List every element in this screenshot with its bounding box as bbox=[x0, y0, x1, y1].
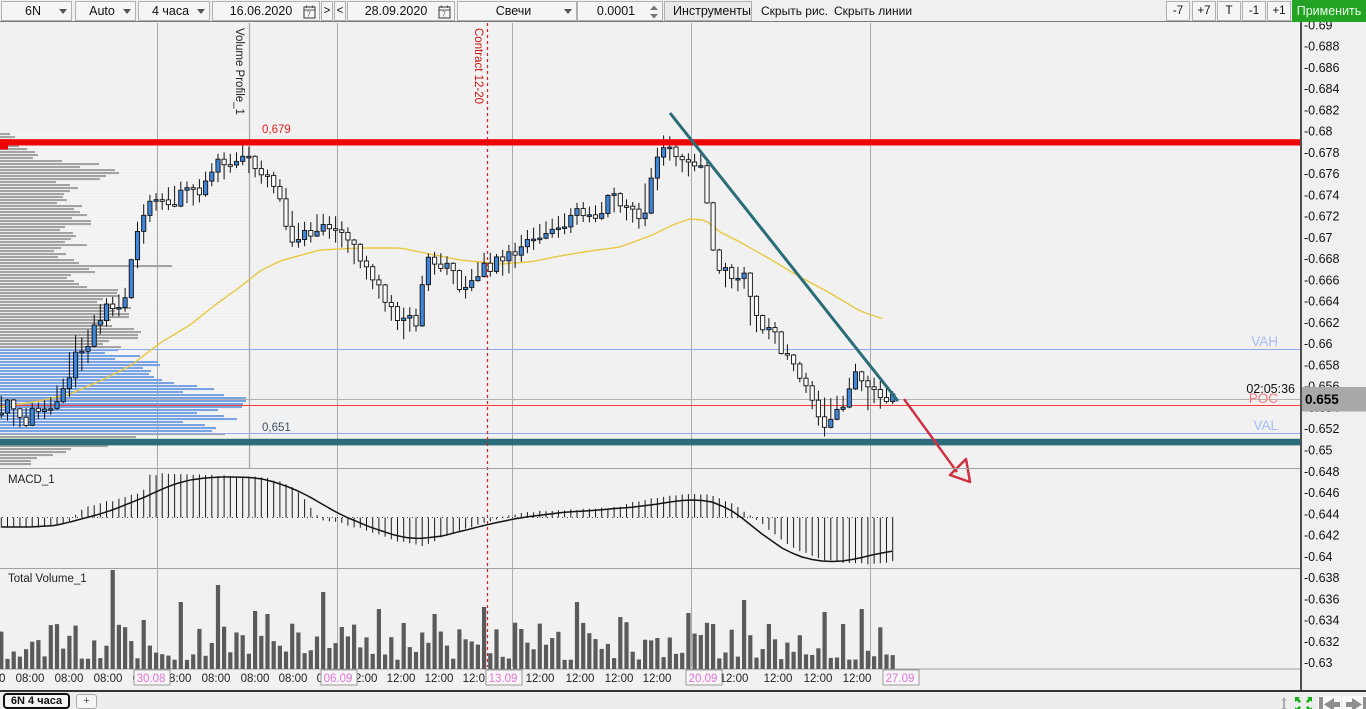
svg-text:08:00: 08:00 bbox=[0, 673, 5, 685]
svg-text:-0.69: -0.69 bbox=[1304, 22, 1333, 32]
svg-text:VAL: VAL bbox=[1253, 418, 1278, 433]
svg-text:POC: POC bbox=[1249, 391, 1279, 406]
svg-text:-0.678: -0.678 bbox=[1304, 146, 1339, 160]
svg-text:08:00: 08:00 bbox=[279, 673, 308, 685]
svg-text:-0.648: -0.648 bbox=[1304, 465, 1339, 479]
svg-text:-0.63: -0.63 bbox=[1304, 656, 1333, 670]
svg-text:-0.666: -0.666 bbox=[1304, 273, 1339, 287]
svg-text:12:00: 12:00 bbox=[463, 673, 492, 685]
svg-text:-0.632: -0.632 bbox=[1304, 635, 1339, 649]
svg-text:7: 7 bbox=[442, 12, 446, 19]
svg-text:08:00: 08:00 bbox=[94, 673, 123, 685]
svg-text:12:00: 12:00 bbox=[526, 673, 555, 685]
svg-text:12:00: 12:00 bbox=[720, 673, 749, 685]
svg-text:12:00: 12:00 bbox=[804, 673, 833, 685]
svg-text:-0.652: -0.652 bbox=[1304, 422, 1339, 436]
svg-text:12:00: 12:00 bbox=[566, 673, 595, 685]
svg-text:12:00: 12:00 bbox=[387, 673, 416, 685]
svg-text:Volume Profile_1: Volume Profile_1 bbox=[233, 28, 245, 115]
svg-text:VAH: VAH bbox=[1251, 334, 1278, 349]
svg-text:-0.672: -0.672 bbox=[1304, 210, 1339, 224]
svg-text:-0.676: -0.676 bbox=[1304, 167, 1339, 181]
svg-text:30.08: 30.08 bbox=[137, 673, 166, 685]
svg-text:27.09: 27.09 bbox=[886, 673, 915, 685]
svg-text:-0.658: -0.658 bbox=[1304, 359, 1339, 373]
svg-text:-0.642: -0.642 bbox=[1304, 529, 1339, 543]
svg-text:-0.664: -0.664 bbox=[1304, 295, 1339, 309]
svg-text:12:00: 12:00 bbox=[425, 673, 454, 685]
svg-text:-0.688: -0.688 bbox=[1304, 40, 1339, 54]
svg-text:-0.644: -0.644 bbox=[1304, 507, 1339, 521]
svg-text:-0.67: -0.67 bbox=[1304, 231, 1333, 245]
svg-text:0.655: 0.655 bbox=[1305, 392, 1339, 407]
svg-text:-0.68: -0.68 bbox=[1304, 125, 1333, 139]
svg-text:12:00: 12:00 bbox=[764, 673, 793, 685]
svg-text:0,679: 0,679 bbox=[262, 124, 291, 136]
svg-text:-0.65: -0.65 bbox=[1304, 444, 1333, 458]
svg-text:-0.66: -0.66 bbox=[1304, 337, 1333, 351]
svg-text:-0.686: -0.686 bbox=[1304, 61, 1339, 75]
svg-text:-0.684: -0.684 bbox=[1304, 82, 1339, 96]
svg-text:08:00: 08:00 bbox=[16, 673, 45, 685]
svg-text:Total Volume_1: Total Volume_1 bbox=[8, 573, 87, 585]
svg-text:-0.634: -0.634 bbox=[1304, 614, 1339, 628]
svg-text:-0.668: -0.668 bbox=[1304, 252, 1339, 266]
svg-text:MACD_1: MACD_1 bbox=[8, 474, 55, 486]
svg-text:08:00: 08:00 bbox=[202, 673, 231, 685]
svg-text:-0.674: -0.674 bbox=[1304, 188, 1339, 202]
svg-text:0,651: 0,651 bbox=[262, 422, 291, 434]
svg-text:Contract 12-20: Contract 12-20 bbox=[472, 28, 484, 104]
svg-text:12:00: 12:00 bbox=[843, 673, 872, 685]
svg-text:-0.682: -0.682 bbox=[1304, 103, 1339, 117]
svg-text:08:00: 08:00 bbox=[241, 673, 270, 685]
svg-text:06.09: 06.09 bbox=[324, 673, 353, 685]
svg-text:02:05:36: 02:05:36 bbox=[1246, 382, 1295, 396]
svg-text:-0.64: -0.64 bbox=[1304, 550, 1333, 564]
svg-text:12:00: 12:00 bbox=[605, 673, 634, 685]
svg-text:12:00: 12:00 bbox=[643, 673, 672, 685]
svg-text:20.09: 20.09 bbox=[689, 673, 718, 685]
svg-text:-0.662: -0.662 bbox=[1304, 316, 1339, 330]
svg-text:13.09: 13.09 bbox=[489, 673, 518, 685]
svg-text:-0.638: -0.638 bbox=[1304, 571, 1339, 585]
svg-text:08:00: 08:00 bbox=[55, 673, 84, 685]
svg-text:-0.636: -0.636 bbox=[1304, 592, 1339, 606]
svg-text:-0.646: -0.646 bbox=[1304, 486, 1339, 500]
svg-text:7: 7 bbox=[307, 12, 311, 19]
